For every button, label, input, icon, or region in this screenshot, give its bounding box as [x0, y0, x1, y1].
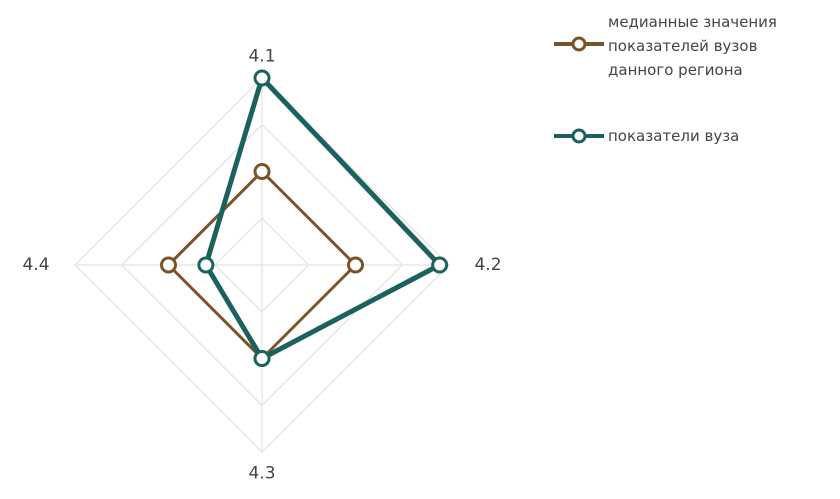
legend-label: медианные значения показателей вузов дан… [608, 13, 777, 79]
axis-label: 4.3 [248, 464, 275, 484]
legend-item: показатели вуза [552, 124, 792, 148]
point [253, 350, 271, 367]
axis-label: 4.1 [248, 46, 275, 66]
legend: медианные значения показателей вузов дан… [552, 10, 792, 190]
axis-label: 4.2 [474, 255, 501, 275]
point [253, 69, 271, 87]
series-line [203, 75, 443, 361]
legend-symbol [554, 128, 604, 144]
point [431, 256, 449, 274]
legend-marker [571, 128, 587, 144]
legend-label: показатели вуза [608, 127, 740, 145]
point [253, 163, 271, 180]
axis-label: 4.4 [22, 255, 49, 275]
point [160, 256, 177, 274]
legend-symbol [554, 36, 604, 52]
legend-item: медианные значения показателей вузов дан… [552, 10, 792, 82]
point [347, 256, 364, 274]
legend-marker [571, 36, 587, 52]
plot: 4.1 4.2 4.3 4.4 [22, 46, 501, 484]
point [197, 256, 215, 274]
